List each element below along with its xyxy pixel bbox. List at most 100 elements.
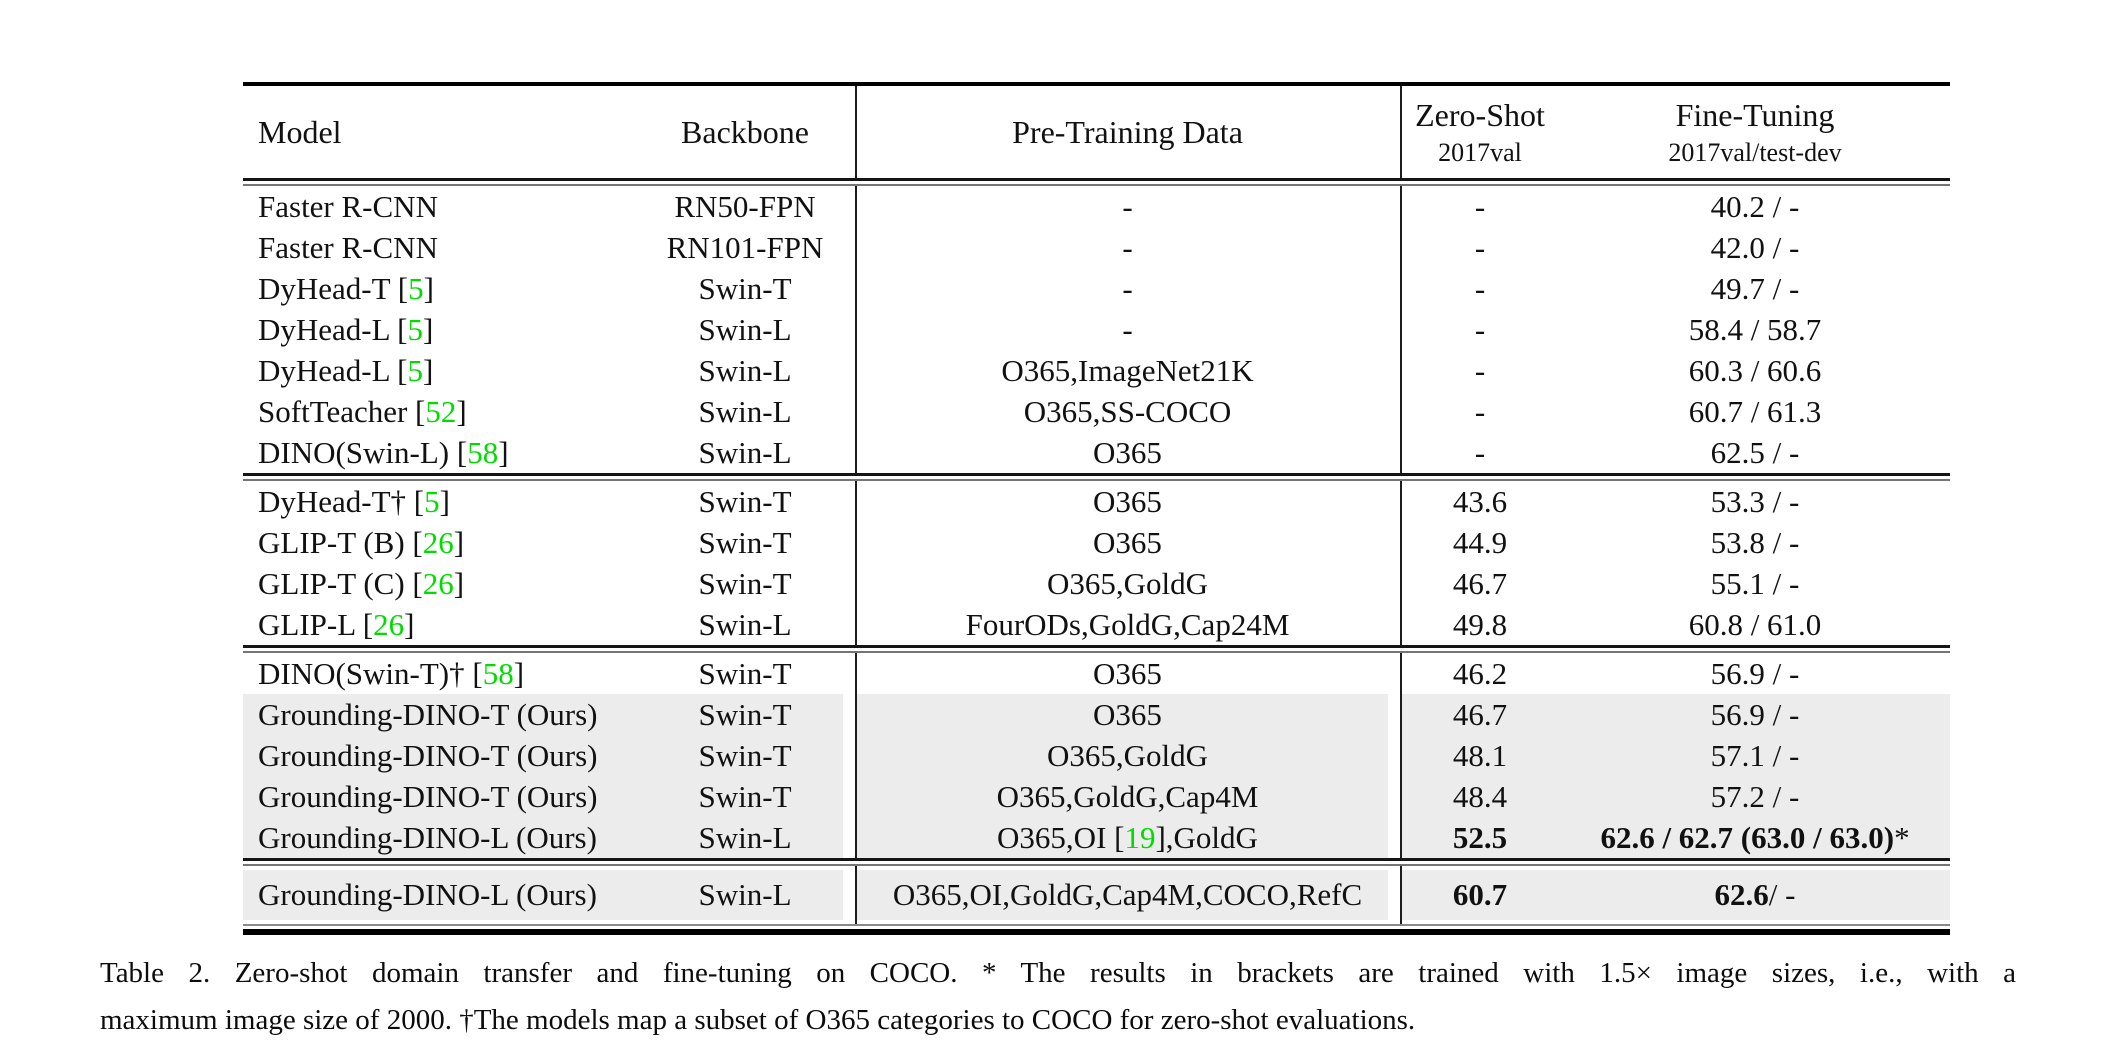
- text-segment: Grounding-DINO-L (Ours): [258, 819, 597, 855]
- citation-ref[interactable]: 26: [422, 524, 454, 560]
- text-segment: 46.7: [1452, 696, 1508, 732]
- column-header-sublabel: 2017val/test-dev: [1668, 137, 1842, 167]
- fine-tuning-value-cell: 53.3 / -: [1560, 481, 1950, 522]
- text-segment: 60.8 / 61.0: [1688, 606, 1822, 642]
- column-divider: [855, 86, 857, 178]
- table-header-row: Model Backbone Pre-Training Data Zero-Sh…: [243, 86, 1950, 178]
- citation-ref[interactable]: 5: [407, 352, 423, 388]
- text-segment: SoftTeacher [: [258, 393, 426, 429]
- zero-shot-value-cell: 46.2: [1400, 653, 1560, 694]
- table-top-rule: [243, 82, 1950, 86]
- citation-ref[interactable]: 5: [424, 483, 440, 519]
- text-segment: O365,OI [: [997, 819, 1125, 855]
- pretraining-data-cell: -: [855, 186, 1400, 227]
- fine-tuning-value-cell: 58.4 / 58.7: [1560, 309, 1950, 350]
- text-segment: -: [1474, 270, 1486, 306]
- text-segment: 60.7 / 61.3: [1688, 393, 1822, 429]
- text-segment: DyHead-T [: [258, 270, 409, 306]
- text-segment: O365,GoldG,Cap4M: [996, 778, 1259, 814]
- fine-tuning-value-cell: 40.2 / -: [1560, 186, 1950, 227]
- zero-shot-value-cell: -: [1400, 186, 1560, 227]
- text-segment: ]: [422, 311, 434, 347]
- text-segment: 53.3 / -: [1710, 483, 1800, 519]
- text-segment: 62.6 / 62.7 (63.0 / 63.0): [1600, 819, 1895, 855]
- pretraining-data-cell: O365,ImageNet21K: [855, 350, 1400, 391]
- model-cell: Grounding-DINO-L (Ours): [243, 866, 635, 924]
- text-segment: O365,ImageNet21K: [1001, 352, 1254, 388]
- zero-shot-value-cell: 43.6: [1400, 481, 1560, 522]
- model-cell: GLIP-T (B) [26]: [243, 522, 635, 563]
- text-segment: O365,SS-COCO: [1023, 393, 1232, 429]
- text-segment: O365,GoldG: [1046, 737, 1209, 773]
- text-segment: 62.5 / -: [1710, 434, 1800, 470]
- fine-tuning-value-cell: 49.7 / -: [1560, 268, 1950, 309]
- zero-shot-value-cell: -: [1400, 391, 1560, 432]
- column-divider: [855, 653, 857, 858]
- text-segment: Faster R-CNN: [258, 229, 438, 265]
- backbone-cell: Swin-L: [698, 393, 792, 429]
- table-row: Faster R-CNN RN50-FPN - - 40.2 / -: [243, 186, 1950, 227]
- pretraining-data-cell: O365,GoldG: [855, 735, 1400, 776]
- table-row: Faster R-CNN RN101-FPN - - 42.0 / -: [243, 227, 1950, 268]
- zero-shot-value-cell: 46.7: [1400, 694, 1560, 735]
- fine-tuning-value-cell: 57.1 / -: [1560, 735, 1950, 776]
- text-segment: -: [1474, 393, 1486, 429]
- zero-shot-value-cell: 44.9: [1400, 522, 1560, 563]
- text-segment: ]: [404, 606, 415, 642]
- section-separator-rule: [243, 473, 1950, 481]
- citation-ref[interactable]: 26: [422, 565, 454, 601]
- pretraining-data-cell: O365,SS-COCO: [855, 391, 1400, 432]
- text-segment: O365: [1093, 483, 1162, 519]
- column-header-label: Backbone: [681, 113, 809, 150]
- citation-ref[interactable]: 58: [482, 655, 514, 691]
- text-segment: O365,GoldG: [1046, 565, 1209, 601]
- pretraining-data-cell: -: [855, 268, 1400, 309]
- text-segment: -: [1122, 311, 1133, 347]
- text-segment: O365: [1093, 434, 1162, 470]
- table-row: DyHead-L [5] Swin-L O365,ImageNet21K - 60.3 …: [243, 350, 1950, 391]
- model-cell: Grounding-DINO-L (Ours): [243, 817, 635, 858]
- column-header-label: Zero-Shot: [1415, 96, 1545, 133]
- citation-ref[interactable]: 58: [467, 434, 499, 470]
- pretraining-data-cell: O365,OI [19],GoldG: [855, 817, 1400, 858]
- text-segment: 56.9 / -: [1710, 696, 1800, 732]
- citation-ref[interactable]: 52: [425, 393, 457, 429]
- pretraining-data-cell: O365: [855, 432, 1400, 473]
- citation-ref[interactable]: 5: [408, 270, 424, 306]
- column-divider: [1400, 481, 1402, 645]
- table-row: SoftTeacher [52] Swin-L O365,SS-COCO - 60.7 …: [243, 391, 1950, 432]
- text-segment: 57.2 / -: [1710, 778, 1800, 814]
- text-segment: -: [1474, 229, 1486, 265]
- model-cell: DINO(Swin-T)† [58]: [243, 653, 635, 694]
- model-cell: GLIP-L [26]: [243, 604, 635, 645]
- text-segment: 60.7: [1452, 877, 1508, 912]
- citation-ref[interactable]: 26: [373, 606, 405, 642]
- backbone-cell: Swin-T: [635, 735, 855, 776]
- text-segment: *: [1894, 819, 1910, 855]
- model-cell: Faster R-CNN: [243, 186, 635, 227]
- text-segment: 49.7 / -: [1710, 270, 1800, 306]
- zero-shot-value-cell: 49.8: [1400, 604, 1560, 645]
- text-segment: 56.9 / -: [1710, 655, 1800, 691]
- section-separator-rule: [243, 858, 1950, 866]
- table-row: Grounding-DINO-T (Ours) Swin-T O365,GoldG,…: [243, 776, 1950, 817]
- table-row: Grounding-DINO-L (Ours) Swin-L O365,OI [19…: [243, 817, 1950, 858]
- model-cell: Grounding-DINO-T (Ours): [243, 735, 635, 776]
- column-divider: [1400, 186, 1402, 473]
- citation-ref[interactable]: 5: [407, 311, 423, 347]
- text-segment: ]: [456, 393, 467, 429]
- backbone-cell: RN101-FPN: [666, 229, 824, 265]
- text-segment: 53.8 / -: [1710, 524, 1800, 560]
- table-row: DINO(Swin-T)† [58] Swin-T O365 46.2 56.9 / -: [243, 653, 1950, 694]
- column-header-pretraining-data: Pre-Training Data: [855, 86, 1400, 178]
- model-cell: Grounding-DINO-T (Ours): [243, 694, 635, 735]
- table-section: Grounding-DINO-L (Ours) Swin-L O365,OI,Gol…: [243, 866, 1950, 924]
- pretraining-data-cell: O365: [855, 522, 1400, 563]
- zero-shot-value-cell: 52.5: [1400, 817, 1560, 858]
- backbone-cell: RN50-FPN: [674, 188, 816, 224]
- citation-ref[interactable]: 19: [1124, 819, 1156, 855]
- text-segment: DyHead-T† [: [258, 483, 425, 519]
- text-segment: ]: [422, 352, 434, 388]
- fine-tuning-value-cell: 62.6 / -: [1560, 866, 1950, 924]
- text-segment: 60.3 / 60.6: [1688, 352, 1822, 388]
